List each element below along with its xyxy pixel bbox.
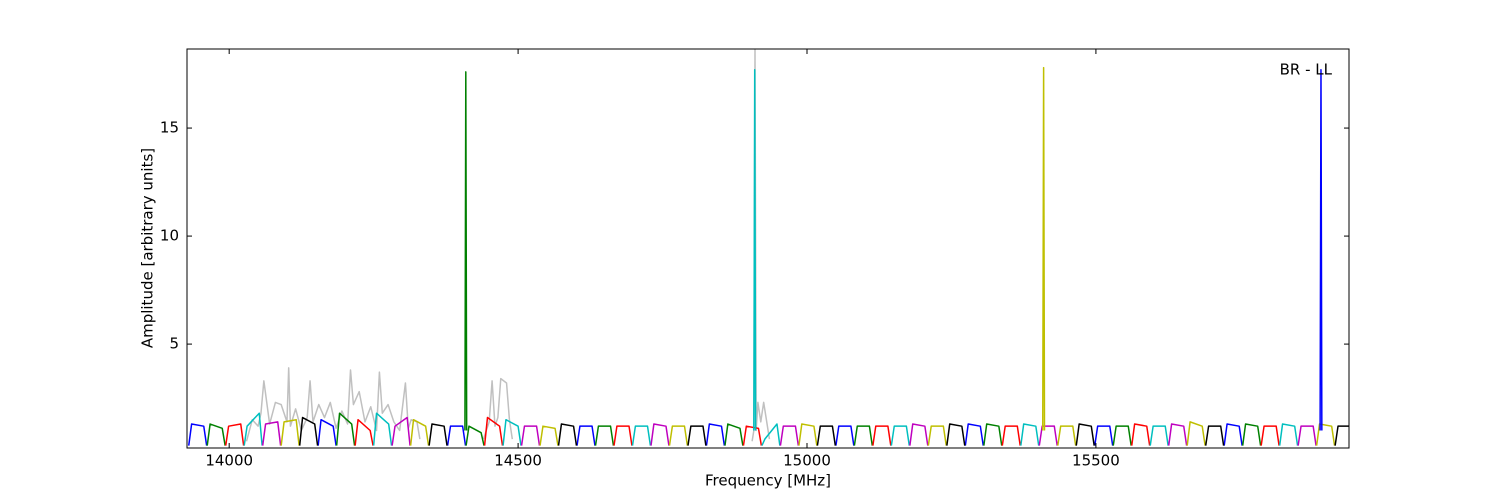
x-tick-label: 14500: [494, 452, 542, 470]
y-tick-label: 10: [160, 227, 179, 245]
series-line: [187, 418, 1243, 446]
series-line: [280, 418, 1336, 446]
series-line: [298, 416, 1349, 446]
plot-area: [187, 49, 1349, 446]
series-line: [224, 416, 1280, 446]
axes-frame: [186, 48, 1350, 449]
series-line: [1319, 68, 1323, 431]
series-line: [753, 68, 757, 431]
y-tick-label: 15: [160, 119, 179, 137]
series-line: [243, 412, 1299, 446]
series-line: [1042, 66, 1046, 431]
x-tick-label: 15000: [783, 452, 831, 470]
x-axis-label: Frequency [MHz]: [705, 472, 831, 490]
y-tick-label: 5: [169, 335, 179, 353]
series-line: [261, 416, 1317, 446]
annotation: BR - LL: [1280, 61, 1333, 79]
ticks: 14000 14500 15000 15500 5 10 15: [160, 49, 1349, 470]
series-line: [464, 71, 468, 431]
series-line: [206, 412, 1262, 446]
y-axis-label: Amplitude [arbitrary units]: [139, 148, 157, 348]
x-tick-label: 14000: [205, 452, 253, 470]
x-tick-label: 15500: [1072, 452, 1120, 470]
